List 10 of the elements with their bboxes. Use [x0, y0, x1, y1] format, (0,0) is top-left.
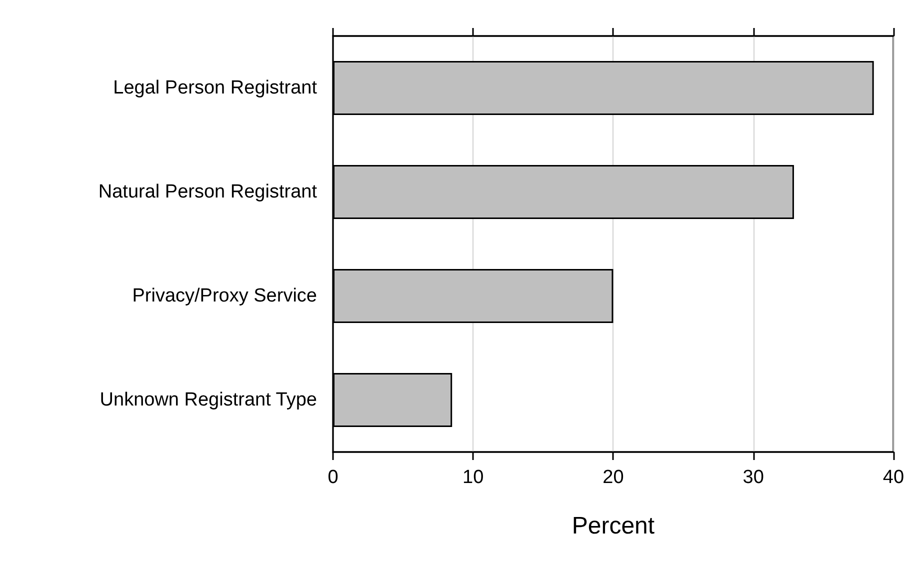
x-tick-label: 0	[328, 467, 338, 488]
y-tick-label: Legal Person Registrant	[113, 78, 318, 98]
x-tick-label: 30	[742, 467, 764, 488]
x-tick-label: 10	[462, 467, 484, 488]
x-tick-label: 20	[602, 467, 624, 488]
x-axis-title: Percent	[572, 512, 655, 540]
y-tick-label: Unknown Registrant Type	[100, 390, 317, 410]
x-tick-label: 40	[882, 467, 904, 488]
y-tick-label: Privacy/Proxy Service	[132, 286, 317, 306]
y-tick-label: Natural Person Registrant	[98, 182, 318, 202]
